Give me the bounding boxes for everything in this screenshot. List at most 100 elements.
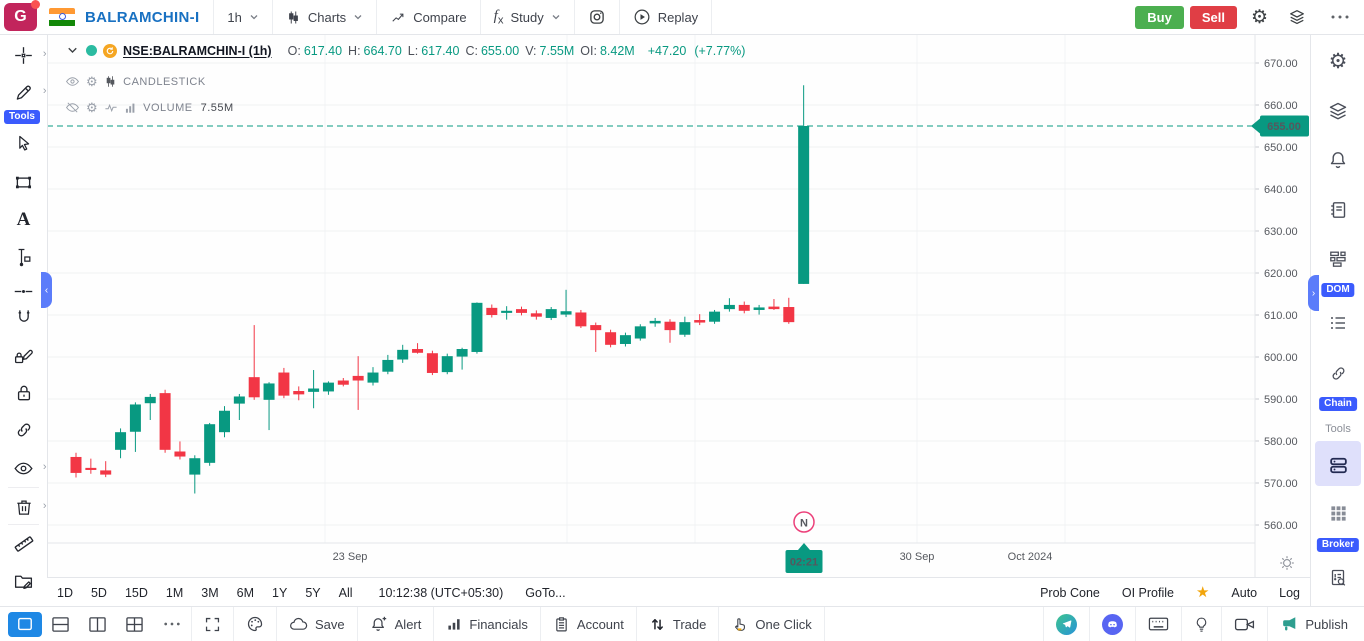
favorite-star-icon[interactable]: ★ bbox=[1195, 584, 1210, 601]
divider bbox=[1043, 607, 1045, 641]
save-button[interactable]: Save bbox=[277, 607, 357, 641]
screen-record-button[interactable] bbox=[1222, 607, 1267, 641]
range-button[interactable]: 5Y bbox=[305, 585, 321, 600]
layout-grid-button[interactable] bbox=[116, 607, 153, 641]
symbol-name[interactable]: BALRAMCHIN-I bbox=[85, 8, 200, 26]
range-button[interactable]: 5D bbox=[90, 585, 107, 600]
more-menu[interactable] bbox=[1316, 0, 1364, 34]
layout-rows-button[interactable] bbox=[42, 607, 79, 641]
submenu-arrow[interactable]: › bbox=[42, 500, 47, 512]
collapse-legend-icon[interactable] bbox=[65, 43, 80, 58]
clock[interactable]: 10:12:38 (UTC+05:30) bbox=[378, 585, 504, 600]
account-label: Account bbox=[576, 616, 624, 632]
log-scale-button[interactable]: Log bbox=[1279, 585, 1300, 600]
study-menu[interactable]: fx Study bbox=[481, 0, 574, 34]
price-range-tool[interactable] bbox=[9, 244, 39, 270]
range-button[interactable]: 1M bbox=[165, 585, 184, 600]
gear-icon[interactable]: ⚙ bbox=[86, 100, 99, 115]
ideas-button[interactable] bbox=[1182, 607, 1221, 641]
range-button[interactable]: 15D bbox=[124, 585, 148, 600]
submenu-arrow[interactable]: › bbox=[42, 85, 47, 97]
price-tick-label: 670.00 bbox=[1264, 58, 1298, 70]
magnet-tool[interactable] bbox=[9, 304, 39, 330]
dom-panel-button[interactable] bbox=[1324, 246, 1352, 272]
brightness-icon[interactable] bbox=[1280, 556, 1294, 570]
range-button[interactable]: 6M bbox=[236, 585, 255, 600]
series-title[interactable]: NSE:BALRAMCHIN-I (1h) bbox=[123, 43, 272, 58]
collapse-left-toolbar-handle[interactable]: ‹ bbox=[41, 272, 52, 308]
settings-button[interactable]: ⚙ bbox=[1237, 0, 1278, 34]
goto-button[interactable]: GoTo... bbox=[525, 585, 566, 600]
remove-drawings-tool[interactable]: › bbox=[9, 494, 47, 520]
draw-tool[interactable]: › bbox=[9, 79, 47, 105]
hide-drawings-tool[interactable]: › bbox=[9, 455, 47, 481]
app-logo[interactable]: G bbox=[4, 0, 40, 31]
chain-panel-button[interactable] bbox=[1324, 360, 1352, 386]
cursor-tool[interactable] bbox=[9, 131, 39, 157]
oi-profile-button[interactable]: OI Profile bbox=[1121, 585, 1174, 600]
ohlc-values: O: 617.40 H: 664.70 L: 617.40 C: 655.00 V: 7.55M O… bbox=[282, 44, 635, 58]
divider bbox=[718, 607, 720, 641]
one-click-button[interactable]: One Click bbox=[719, 607, 823, 641]
text-icon: A bbox=[16, 209, 31, 230]
trade-button[interactable]: Trade bbox=[637, 607, 718, 641]
alerts-panel-button[interactable] bbox=[1324, 147, 1352, 173]
prob-cone-button[interactable]: Prob Cone bbox=[1040, 585, 1100, 600]
discord-button[interactable] bbox=[1090, 607, 1135, 641]
shape-tool[interactable] bbox=[9, 169, 39, 195]
more-layouts-button[interactable] bbox=[153, 607, 191, 641]
settings-panel-button[interactable]: ⚙ bbox=[1324, 48, 1352, 74]
crosshair-tool[interactable]: › bbox=[9, 42, 47, 68]
eye-icon[interactable] bbox=[65, 74, 80, 89]
layout-columns-button[interactable] bbox=[79, 607, 116, 641]
series-type-label[interactable]: CANDLESTICK bbox=[123, 75, 206, 88]
layer-manager-button[interactable] bbox=[1324, 98, 1352, 124]
chart-area[interactable]: 670.00 660.00 650.00 640.00 630.00 620.00 610.… bbox=[47, 34, 1310, 577]
keyboard-shortcuts-button[interactable] bbox=[1136, 607, 1181, 641]
watchlist-panel-button[interactable] bbox=[1324, 310, 1352, 336]
journal-panel-button[interactable] bbox=[1324, 197, 1352, 223]
order-panel-button[interactable] bbox=[1324, 452, 1352, 478]
instagram-button[interactable] bbox=[575, 0, 619, 34]
news-badge-circle[interactable] bbox=[793, 511, 815, 533]
auto-scale-button[interactable]: Auto bbox=[1231, 585, 1258, 600]
indicator-name[interactable]: VOLUME bbox=[143, 101, 193, 114]
range-button[interactable]: 1Y bbox=[272, 585, 288, 600]
range-button[interactable]: 3M bbox=[201, 585, 219, 600]
text-tool[interactable]: A bbox=[9, 207, 39, 233]
templates-tool[interactable] bbox=[9, 568, 39, 594]
gear-icon[interactable]: ⚙ bbox=[86, 74, 99, 89]
compare-menu[interactable]: Compare bbox=[377, 0, 479, 34]
submenu-arrow[interactable]: › bbox=[42, 48, 47, 60]
layout-single-button[interactable] bbox=[8, 611, 42, 637]
lock-drawings-tool[interactable] bbox=[9, 342, 39, 368]
submenu-arrow[interactable]: › bbox=[42, 461, 47, 473]
range-button[interactable]: 1D bbox=[57, 585, 73, 600]
data-sync-icon[interactable] bbox=[103, 43, 117, 58]
charts-menu[interactable]: Charts bbox=[273, 0, 376, 34]
replay-button[interactable]: Replay bbox=[620, 0, 711, 34]
account-button[interactable]: Account bbox=[541, 607, 636, 641]
telegram-button[interactable] bbox=[1044, 607, 1089, 641]
measure-tool[interactable] bbox=[9, 531, 39, 557]
horizontal-line-tool[interactable] bbox=[9, 278, 39, 304]
publish-button[interactable]: Publish bbox=[1268, 607, 1364, 641]
layouts-button[interactable] bbox=[1278, 0, 1316, 34]
timeframe-selector[interactable]: 1h bbox=[214, 0, 271, 34]
link-drawings-tool[interactable] bbox=[9, 417, 39, 443]
lock-tool[interactable] bbox=[9, 380, 39, 406]
financials-button[interactable]: Financials bbox=[434, 607, 540, 641]
range-button[interactable]: All bbox=[338, 585, 353, 600]
buy-button[interactable]: Buy bbox=[1135, 5, 1184, 29]
collapse-right-sidebar-handle[interactable]: › bbox=[1308, 275, 1319, 311]
candlestick-chart[interactable]: 670.00 660.00 650.00 640.00 630.00 620.00 610.… bbox=[47, 34, 1310, 577]
theme-button[interactable] bbox=[234, 607, 276, 641]
apps-grid-button[interactable] bbox=[1324, 500, 1352, 526]
sell-button[interactable]: Sell bbox=[1189, 5, 1237, 29]
divider bbox=[213, 0, 215, 34]
contract-info-button[interactable] bbox=[1324, 565, 1352, 591]
fullscreen-button[interactable] bbox=[192, 607, 233, 641]
eye-off-icon[interactable] bbox=[65, 100, 80, 115]
divider bbox=[573, 0, 575, 34]
alert-button[interactable]: Alert bbox=[358, 607, 434, 641]
